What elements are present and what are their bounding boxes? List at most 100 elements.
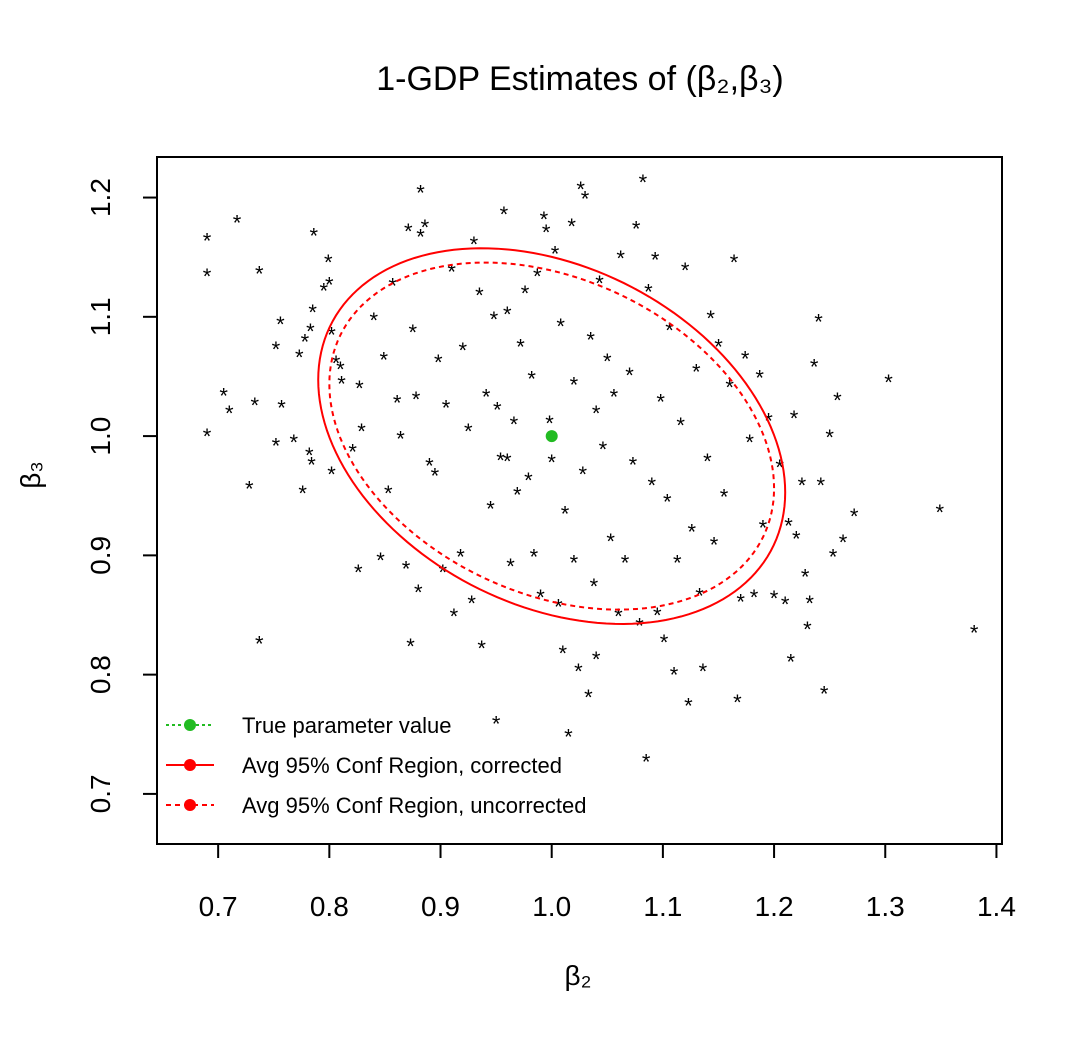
plot-frame [156,156,1003,845]
data-point: * [695,584,704,609]
data-point: * [408,320,417,345]
data-point: * [545,411,554,436]
data-point: * [733,690,742,715]
data-point: * [402,556,411,581]
data-point: * [319,278,328,303]
data-point: * [741,346,750,371]
data-point: * [477,636,486,661]
data-point: * [530,544,539,569]
data-point: * [327,323,336,348]
legend-label: True parameter value [242,713,452,738]
data-point: * [404,219,413,244]
data-point: * [884,370,893,395]
data-point: * [412,387,421,412]
x-axis: 0.7 0.8 0.9 1.0 1.1 1.2 1.3 1.4 [199,843,1016,922]
data-point: * [603,349,612,374]
data-point: * [792,526,801,551]
data-point: * [551,241,560,266]
data-point: * [332,351,341,376]
data-point: * [337,371,346,396]
y-axis-label: β₃ [15,461,46,489]
data-point: * [647,473,656,498]
data-point: * [396,426,405,451]
data-point: * [592,401,601,426]
data-point: * [416,225,425,250]
data-point: * [651,247,660,272]
data-point: * [486,497,495,522]
data-point: * [559,641,568,666]
data-point: * [370,308,379,333]
data-point: * [406,634,415,659]
data-point: * [527,367,536,392]
data-point: * [784,513,793,538]
data-point: * [586,327,595,352]
data-point: * [625,363,634,388]
data-point: * [706,306,715,331]
data-point: * [305,443,314,468]
data-point: * [467,591,476,616]
data-point: * [759,516,768,541]
data-point: * [581,187,590,212]
data-point: * [510,412,519,437]
data-point: * [670,662,679,687]
data-point: * [421,215,430,240]
data-point: * [233,210,242,235]
data-point: * [524,468,533,493]
data-point: * [556,314,565,339]
data-point: * [336,357,345,382]
data-point: * [219,383,228,408]
x-tick-label: 0.8 [310,891,349,922]
data-point: * [482,385,491,410]
data-point: * [255,631,264,656]
data-point: * [684,693,693,718]
data-point: * [736,590,745,615]
data-point: * [289,430,298,455]
x-tick-label: 1.3 [866,891,905,922]
data-point: * [814,309,823,334]
data-point: * [590,574,599,599]
data-point: * [653,603,662,628]
data-point: * [665,318,674,343]
data-point: * [431,463,440,488]
data-point: * [673,550,682,575]
data-point: * [354,560,363,585]
legend-marker [184,759,196,771]
data-point: * [298,481,307,506]
data-point: * [503,449,512,474]
data-point: * [703,449,712,474]
y-tick-label: 0.7 [85,774,116,813]
data-point: * [599,437,608,462]
data-point: * [692,359,701,384]
data-point: * [803,617,812,642]
data-point: * [561,501,570,526]
data-point: * [516,334,525,359]
y-tick-label: 0.9 [85,536,116,575]
data-point: * [798,473,807,498]
data-point: * [490,307,499,332]
data-point: * [276,312,285,337]
data-point: * [639,170,648,195]
data-point: * [533,264,542,289]
data-point: * [745,430,754,455]
data-point: * [567,214,576,239]
data-point: * [720,485,729,510]
data-point: * [376,548,385,573]
data-point: * [380,348,389,373]
data-point: * [656,389,665,414]
data-point: * [547,450,556,475]
data-point: * [574,659,583,684]
x-tick-label: 0.9 [421,891,460,922]
data-point: * [309,224,318,249]
data-point: * [272,337,281,362]
data-point: * [629,453,638,478]
true-value-marker [545,430,558,443]
data-point: * [475,283,484,308]
data-point: * [829,544,838,569]
data-point: * [839,530,848,555]
data-point: * [616,246,625,271]
points-layer: ******* *********************************… [203,170,979,775]
legend-marker [184,799,196,811]
data-point: * [348,439,357,464]
y-tick-label: 1.1 [85,297,116,336]
data-point: * [203,228,212,253]
